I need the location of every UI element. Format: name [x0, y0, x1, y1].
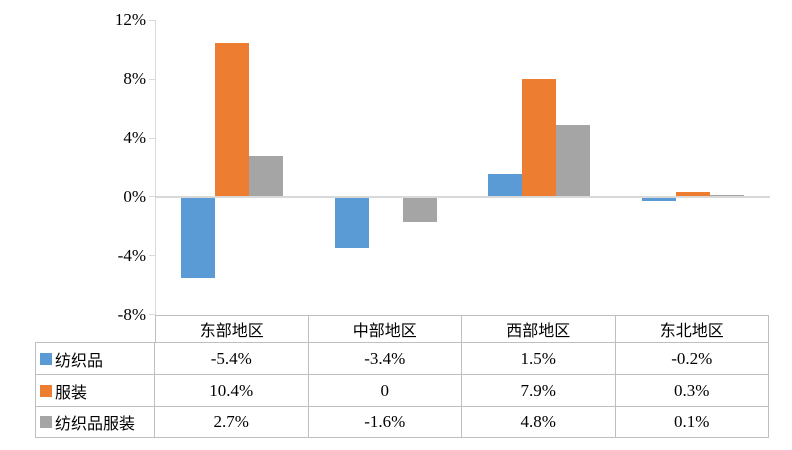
bar-纺织品服装-中部地区	[402, 198, 437, 222]
legend-label-textiles: 纺织品	[55, 350, 104, 370]
table-value: -0.2%	[615, 343, 769, 375]
y-tick-label-neg8: -8%	[117, 305, 146, 324]
bar-纺织品服装-东北地区	[710, 194, 745, 196]
bar-纺织品服装-东部地区	[248, 156, 283, 196]
column-header-west: 西部地区	[462, 315, 616, 343]
column-header-central: 中部地区	[308, 315, 462, 343]
bar-纺织品-中部地区	[334, 198, 369, 249]
column-header-northeast: 东北地区	[615, 315, 769, 343]
table-value: -3.4%	[308, 343, 462, 375]
legend-item-apparel: 服装	[35, 375, 155, 407]
legend-item-textiles: 纺织品	[35, 343, 155, 375]
table-value: 10.4%	[155, 375, 309, 407]
y-tick-mark	[149, 138, 155, 139]
table-value: -5.4%	[155, 343, 309, 375]
y-tick-mark	[149, 79, 155, 80]
bar-服装-东北地区	[676, 191, 711, 196]
y-tick-mark	[149, 314, 155, 315]
table-value: 2.7%	[155, 407, 309, 438]
legend-swatch-gray-icon	[40, 416, 52, 428]
y-tick-mark	[149, 196, 155, 197]
legend-label-textiles-apparel: 纺织品服装	[55, 414, 136, 433]
y-tick-label-8: 8%	[123, 69, 146, 88]
table-value: 4.8%	[462, 407, 616, 438]
column-header-east: 东部地区	[155, 315, 309, 343]
plot-area	[155, 20, 770, 316]
table-corner-cell	[35, 315, 155, 343]
table-value: 1.5%	[462, 343, 616, 375]
table-value: 0.3%	[615, 375, 769, 407]
table-value: 0.1%	[615, 407, 769, 438]
bar-服装-东部地区	[214, 42, 249, 196]
x-axis-zero-line	[155, 196, 770, 198]
data-table: 东部地区 中部地区 西部地区 东北地区 纺织品 -5.4% -3.4% 1.5%…	[35, 315, 769, 438]
y-tick-label-12: 12%	[114, 10, 146, 29]
bar-服装-西部地区	[522, 79, 557, 196]
table-value: -1.6%	[308, 407, 462, 438]
legend-swatch-orange-icon	[40, 384, 52, 397]
table-value: 7.9%	[462, 375, 616, 407]
y-axis-line	[155, 20, 156, 315]
y-tick-label-0: 0%	[123, 187, 146, 206]
legend-swatch-blue-icon	[40, 352, 52, 365]
bar-纺织品-东北地区	[642, 198, 677, 201]
y-tick-mark	[149, 255, 155, 256]
bar-纺织品-东部地区	[180, 198, 215, 278]
legend-item-textiles-apparel: 纺织品服装	[35, 407, 155, 438]
bar-纺织品-西部地区	[488, 173, 523, 196]
y-tick-mark	[149, 20, 155, 21]
y-tick-label-neg4: -4%	[117, 246, 146, 265]
y-tick-label-4: 4%	[123, 128, 146, 147]
legend-label-apparel: 服装	[55, 382, 88, 402]
table-value: 0	[308, 375, 462, 407]
bar-纺织品服装-西部地区	[556, 125, 591, 196]
